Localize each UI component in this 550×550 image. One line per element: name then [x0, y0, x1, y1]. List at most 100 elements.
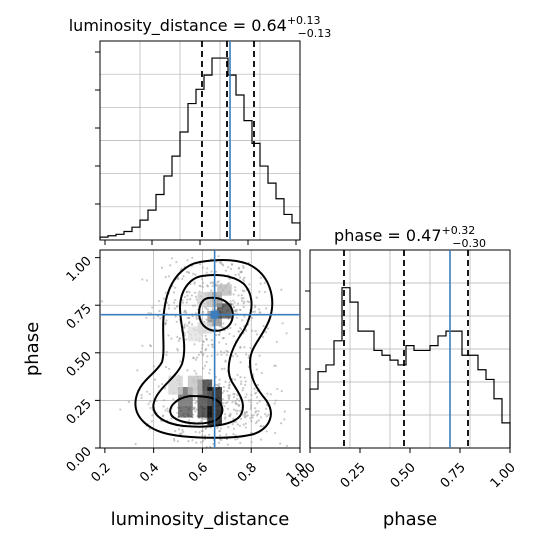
ph-bin: [310, 389, 318, 448]
joint-sample-point: [261, 335, 264, 338]
joint-sample-point: [275, 340, 278, 343]
jt-xtick-label: 0.6: [186, 460, 211, 485]
joint-sample-point: [262, 425, 265, 428]
joint-density-cell: [168, 375, 183, 395]
ph-histogram-line: [309, 287, 511, 448]
joint-sample-point: [189, 298, 192, 301]
joint-sample-point: [235, 412, 238, 415]
joint-sample-point: [222, 385, 225, 389]
joint-sample-point: [239, 308, 242, 312]
joint-density-frame: [99, 249, 301, 449]
joint-sample-point: [237, 330, 240, 333]
joint-sample-point: [203, 438, 207, 441]
joint-sample-point: [195, 298, 198, 301]
joint-sample-point: [236, 302, 240, 305]
joint-sample-point: [203, 245, 205, 247]
joint-sample-point: [149, 344, 153, 348]
joint-sample-point: [231, 355, 235, 358]
joint-sample-point: [174, 315, 177, 318]
joint-sample-point: [229, 326, 232, 330]
joint-sample-point: [183, 310, 186, 314]
joint-sample-point: [250, 414, 253, 417]
joint-sample-point: [194, 401, 197, 405]
joint-sample-point: [202, 340, 205, 343]
joint-sample-point: [223, 405, 226, 408]
joint-sample-point: [219, 350, 223, 353]
joint-sample-point: [225, 454, 227, 456]
joint-sample-point: [221, 391, 224, 394]
joint-sample-point: [181, 301, 185, 304]
joint-sample-point: [210, 343, 213, 346]
joint-sample-point: [266, 392, 269, 395]
joint-sample-point: [181, 428, 184, 432]
joint-sample-point: [167, 275, 171, 278]
joint-sample-point: [205, 271, 208, 274]
joint-sample-point: [257, 419, 261, 422]
joint-sample-point: [188, 454, 190, 456]
joint-sample-point: [222, 264, 225, 267]
joint-sample-point: [236, 394, 239, 397]
joint-sample-point: [239, 270, 242, 273]
joint-sample-point: [204, 427, 207, 431]
joint-sample-point: [258, 290, 261, 293]
jt-ytick-label: 0.75: [64, 301, 95, 332]
joint-sample-point: [225, 342, 228, 346]
joint-sample-point: [254, 304, 257, 307]
joint-sample-point: [183, 326, 186, 329]
joint-sample-point: [211, 450, 213, 452]
jt-ytick-label: 1.00: [64, 254, 95, 285]
joint-sample-point: [165, 319, 168, 322]
joint-sample-point: [242, 302, 245, 305]
joint-sample-point: [169, 264, 172, 267]
joint-sample-point: [247, 356, 250, 359]
joint-sample-point: [215, 384, 218, 387]
joint-sample-point: [250, 403, 253, 407]
joint-sample-point: [172, 291, 176, 294]
ld-bin: [116, 234, 124, 240]
ld-bin: [180, 132, 188, 240]
joint-sample-point: [150, 420, 153, 423]
joint-sample-point: [164, 322, 167, 325]
joint-sample-point: [136, 369, 139, 372]
joint-sample-point: [263, 290, 267, 294]
joint-sample-point: [244, 426, 247, 429]
jt-ytick-label: 0.00: [64, 444, 95, 475]
joint-sample-point: [234, 434, 237, 437]
joint-sample-point: [190, 294, 193, 297]
joint-sample-point: [217, 333, 221, 336]
joint-sample-point: [228, 381, 231, 384]
joint-sample-point: [199, 262, 202, 266]
joint-sample-point: [243, 276, 246, 279]
joint-sample-point: [244, 380, 247, 383]
joint-sample-point: [206, 308, 210, 311]
joint-sample-point: [224, 269, 228, 272]
contour-inner-upper: [198, 296, 234, 332]
jt-xtick-label: 0.2: [88, 460, 113, 485]
ph-bin: [382, 355, 390, 448]
joint-sample-point: [232, 293, 235, 296]
joint-sample-point: [163, 387, 167, 390]
joint-sample-point: [101, 300, 104, 303]
joint-sample-point: [227, 394, 230, 397]
joint-sample-point: [228, 383, 231, 387]
joint-sample-point: [199, 284, 202, 288]
ld-bin: [204, 75, 212, 240]
joint-sample-point: [216, 427, 219, 430]
joint-sample-point: [195, 246, 197, 248]
joint-sample-point: [274, 364, 277, 367]
joint-sample-point: [185, 291, 188, 294]
joint-sample-point: [170, 337, 173, 340]
joint-sample-point: [163, 399, 166, 402]
joint-sample-point: [177, 277, 180, 280]
joint-sample-point: [195, 408, 198, 411]
joint-sample-point: [172, 398, 175, 401]
joint-sample-point: [234, 323, 237, 326]
joint-sample-point: [199, 441, 202, 444]
joint-sample-point: [226, 390, 229, 393]
joint-sample-point: [183, 295, 187, 299]
joint-sample-point: [164, 366, 168, 369]
joint-sample-point: [227, 396, 231, 399]
joint-sample-point: [245, 415, 248, 418]
joint-sample-point: [238, 424, 242, 428]
ph-xtick-label: 0.25: [338, 460, 369, 491]
